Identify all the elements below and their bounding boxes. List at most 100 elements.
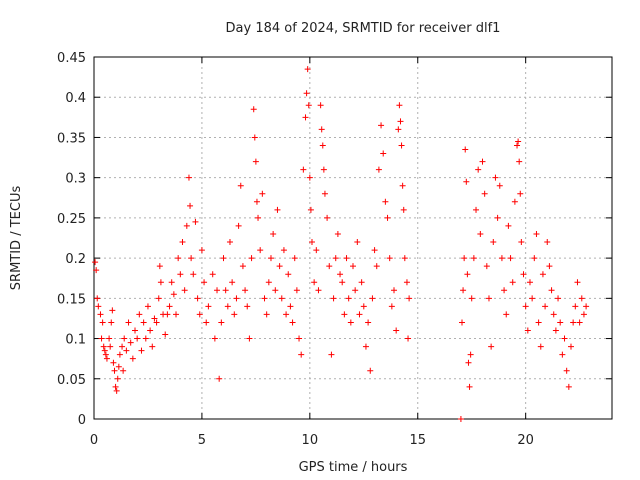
- data-point: [334, 230, 341, 237]
- data-point: [168, 279, 175, 286]
- data-point: [509, 279, 516, 286]
- y-axis-label: SRMTID / TECUs: [9, 186, 24, 291]
- data-point: [542, 303, 549, 310]
- data-point: [405, 335, 412, 342]
- data-point: [283, 311, 290, 318]
- data-point: [565, 383, 572, 390]
- data-point: [559, 351, 566, 358]
- data-point: [567, 343, 574, 350]
- data-point: [501, 287, 508, 294]
- data-point: [461, 255, 468, 262]
- data-point: [166, 303, 173, 310]
- data-point: [170, 291, 177, 298]
- data-point: [485, 295, 492, 302]
- data-point: [375, 166, 382, 173]
- data-point: [367, 367, 374, 374]
- data-point: [185, 174, 192, 181]
- data-point: [463, 178, 470, 185]
- data-point: [134, 335, 141, 342]
- data-point: [267, 255, 274, 262]
- data-point: [393, 327, 400, 334]
- data-point: [572, 303, 579, 310]
- data-point: [242, 287, 249, 294]
- data-point: [483, 263, 490, 270]
- data-point: [205, 303, 212, 310]
- data-point: [468, 295, 475, 302]
- data-point: [548, 287, 555, 294]
- data-point: [358, 279, 365, 286]
- data-point: [173, 311, 180, 318]
- data-point: [121, 335, 128, 342]
- data-point: [107, 343, 114, 350]
- data-point: [181, 287, 188, 294]
- data-point: [529, 295, 536, 302]
- y-tick-label: 0.3: [65, 172, 86, 187]
- y-tick-label: 0.15: [57, 292, 86, 307]
- data-point: [280, 247, 287, 254]
- data-point: [147, 327, 154, 334]
- data-point: [546, 263, 553, 270]
- data-point: [244, 303, 251, 310]
- data-point: [100, 343, 107, 350]
- data-point: [101, 347, 108, 354]
- data-point: [177, 271, 184, 278]
- data-point: [149, 343, 156, 350]
- data-point: [481, 190, 488, 197]
- data-point: [92, 259, 99, 266]
- data-point: [475, 166, 482, 173]
- data-point: [365, 319, 372, 326]
- y-tick-label: 0.2: [65, 252, 86, 267]
- y-tick-label: 0.35: [57, 131, 86, 146]
- x-tick-label: 5: [198, 433, 206, 448]
- data-point: [132, 327, 139, 334]
- y-tick-label: 0: [78, 413, 86, 428]
- data-point: [93, 267, 100, 274]
- data-point: [257, 247, 264, 254]
- data-point: [494, 214, 501, 221]
- data-point: [298, 351, 305, 358]
- data-point: [265, 279, 272, 286]
- data-point: [278, 295, 285, 302]
- x-tick-label: 15: [409, 433, 426, 448]
- data-point: [339, 279, 346, 286]
- data-point: [156, 263, 163, 270]
- data-point: [201, 279, 208, 286]
- data-point: [291, 255, 298, 262]
- data-point: [332, 255, 339, 262]
- data-point: [103, 355, 110, 362]
- data-point: [373, 263, 380, 270]
- data-point: [537, 343, 544, 350]
- data-point: [458, 319, 465, 326]
- data-point: [237, 182, 244, 189]
- data-point: [248, 255, 255, 262]
- data-point: [97, 311, 104, 318]
- data-point: [94, 295, 101, 302]
- data-point: [576, 319, 583, 326]
- data-point: [211, 335, 218, 342]
- data-point: [289, 319, 296, 326]
- data-point: [203, 319, 210, 326]
- data-point: [102, 351, 109, 358]
- y-tick-label: 0.05: [57, 373, 86, 388]
- x-tick-label: 10: [302, 433, 319, 448]
- data-point: [384, 214, 391, 221]
- data-point: [116, 351, 123, 358]
- data-point: [397, 118, 404, 125]
- data-point: [570, 319, 577, 326]
- data-point: [120, 367, 127, 374]
- data-point: [313, 247, 320, 254]
- plot-frame: [93, 56, 613, 420]
- data-point: [164, 311, 171, 318]
- data-point: [518, 239, 525, 246]
- data-point: [496, 182, 503, 189]
- data-point: [320, 166, 327, 173]
- data-point: [138, 347, 145, 354]
- data-point: [563, 367, 570, 374]
- data-point: [345, 295, 352, 302]
- data-point: [140, 319, 147, 326]
- data-point: [106, 335, 113, 342]
- data-point: [516, 158, 523, 165]
- data-point: [400, 206, 407, 213]
- data-point: [378, 122, 385, 129]
- data-point: [276, 263, 283, 270]
